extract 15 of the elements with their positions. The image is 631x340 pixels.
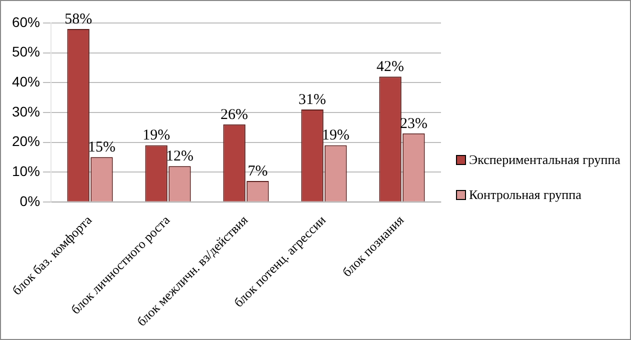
y-tick-label: 40% (12, 73, 40, 90)
legend-label: Экспериментальная группа (469, 151, 620, 168)
y-tick-label: 20% (12, 133, 40, 150)
data-label: 19% (142, 128, 170, 144)
y-tick-label: 10% (12, 162, 40, 179)
data-label: 7% (248, 163, 268, 180)
data-label: 42% (376, 59, 404, 76)
y-tick-label: 60% (12, 14, 40, 30)
y-tick-label: 50% (12, 44, 40, 60)
y-tick-label: 0% (20, 192, 40, 209)
y-tick-label: 30% (12, 103, 40, 120)
data-label: 58% (64, 11, 92, 28)
data-label: 31% (298, 92, 326, 108)
legend-label: Контрольная группа (469, 186, 582, 203)
data-label: 26% (220, 106, 248, 123)
